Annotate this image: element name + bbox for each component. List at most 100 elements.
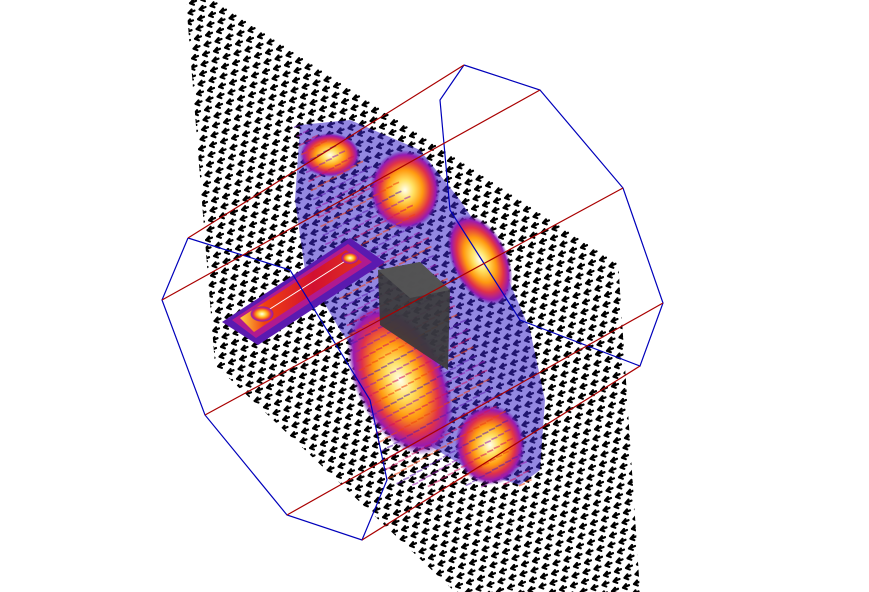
field-arrow bbox=[251, 406, 261, 414]
field-arrow bbox=[281, 415, 291, 423]
field-arrow bbox=[339, 517, 348, 525]
field-arrow bbox=[241, 270, 250, 278]
field-arrow bbox=[242, 400, 251, 408]
field-arrow bbox=[331, 501, 340, 509]
field-arrow bbox=[270, 213, 280, 221]
field-arrow bbox=[249, 490, 258, 498]
field-arrow bbox=[177, 563, 183, 568]
field-arrow bbox=[186, 297, 194, 305]
field-arrow bbox=[255, 107, 265, 115]
field-arrow bbox=[475, 584, 484, 592]
field-arrow bbox=[165, 166, 171, 171]
field-arrow bbox=[186, 272, 187, 280]
field-arrow bbox=[313, 414, 322, 422]
prism-axis-line-4 bbox=[286, 302, 664, 516]
field-arrow bbox=[370, 451, 379, 459]
field-arrow bbox=[186, 177, 191, 185]
field-arrow bbox=[590, 379, 599, 387]
heatmap-arrow bbox=[420, 258, 428, 263]
field-arrow bbox=[186, 93, 194, 101]
field-arrow bbox=[192, 109, 202, 117]
field-arrow bbox=[539, 572, 549, 580]
field-arrow bbox=[609, 391, 618, 399]
field-arrow bbox=[501, 547, 511, 555]
field-arrow bbox=[551, 429, 560, 437]
field-arrow bbox=[441, 530, 451, 538]
field-arrow bbox=[189, 268, 198, 276]
field-arrow bbox=[186, 28, 193, 36]
field-arrow bbox=[388, 538, 397, 546]
heatmap-arrow bbox=[393, 357, 401, 362]
heatmap-arrow bbox=[379, 189, 387, 194]
field-arrow bbox=[228, 218, 237, 226]
heatmap-arrow bbox=[334, 163, 342, 168]
field-arrow bbox=[234, 244, 244, 252]
field-arrow bbox=[167, 491, 173, 496]
field-arrow bbox=[272, 408, 281, 416]
field-arrow bbox=[386, 548, 396, 556]
field-arrow bbox=[228, 78, 238, 86]
heatmap-arrow bbox=[368, 289, 375, 294]
field-arrow bbox=[483, 190, 492, 198]
field-arrow bbox=[275, 44, 285, 52]
heatmap-arrow bbox=[370, 412, 378, 417]
field-arrow bbox=[168, 212, 174, 217]
heatmap-arrow bbox=[372, 307, 380, 312]
heatmap-arrow bbox=[317, 183, 324, 188]
field-arrow bbox=[220, 62, 230, 70]
field-arrow bbox=[177, 88, 183, 93]
heatmap-arrow bbox=[357, 222, 365, 227]
field-arrow bbox=[493, 531, 503, 539]
field-arrow bbox=[363, 565, 372, 573]
field-arrow bbox=[264, 188, 273, 196]
field-arrow bbox=[449, 546, 459, 554]
heatmap-arrow bbox=[406, 204, 414, 209]
field-arrow bbox=[291, 486, 301, 494]
heatmap-arrow bbox=[332, 154, 339, 159]
heatmap-arrow bbox=[302, 129, 310, 134]
field-arrow bbox=[186, 502, 194, 510]
field-arrow bbox=[170, 472, 176, 477]
field-arrow bbox=[367, 470, 376, 478]
field-arrow bbox=[602, 300, 611, 308]
field-arrow bbox=[355, 549, 364, 557]
field-arrow bbox=[388, 128, 397, 136]
field-arrow bbox=[267, 578, 276, 586]
field-arrow bbox=[566, 536, 575, 544]
field-arrow bbox=[232, 124, 241, 132]
heatmap-arrow bbox=[522, 469, 530, 474]
heatmap-arrow bbox=[486, 449, 494, 454]
field-arrow bbox=[223, 182, 232, 190]
bounding-prism bbox=[161, 64, 664, 541]
field-arrow bbox=[265, 113, 274, 121]
field-arrow bbox=[272, 64, 282, 72]
field-arrow bbox=[194, 573, 204, 581]
field-arrow bbox=[581, 503, 591, 511]
field-arrow bbox=[209, 66, 219, 74]
field-arrow bbox=[544, 403, 554, 411]
field-arrow bbox=[288, 96, 298, 104]
field-arrow bbox=[399, 534, 408, 542]
field-arrow bbox=[186, 187, 190, 195]
heatmap-arrow bbox=[383, 373, 390, 378]
field-arrow bbox=[186, 476, 187, 484]
heatmap-arrow bbox=[384, 466, 392, 471]
field-arrow bbox=[292, 141, 301, 149]
field-arrow bbox=[416, 492, 425, 500]
field-arrow bbox=[244, 520, 254, 528]
field-arrow bbox=[233, 49, 242, 57]
heatmap-arrow bbox=[396, 397, 404, 402]
heatmap-hotspot-right bbox=[370, 150, 440, 230]
field-arrow bbox=[625, 488, 635, 496]
field-arrow bbox=[549, 578, 558, 586]
field-arrow bbox=[579, 447, 589, 455]
field-arrow bbox=[626, 413, 636, 421]
field-arrow bbox=[186, 67, 187, 75]
heatmap-arrow bbox=[298, 142, 306, 147]
field-arrow bbox=[581, 298, 591, 306]
field-arrow bbox=[210, 401, 220, 409]
heatmap-arrow bbox=[365, 165, 373, 170]
heatmap-arrow bbox=[383, 176, 391, 181]
